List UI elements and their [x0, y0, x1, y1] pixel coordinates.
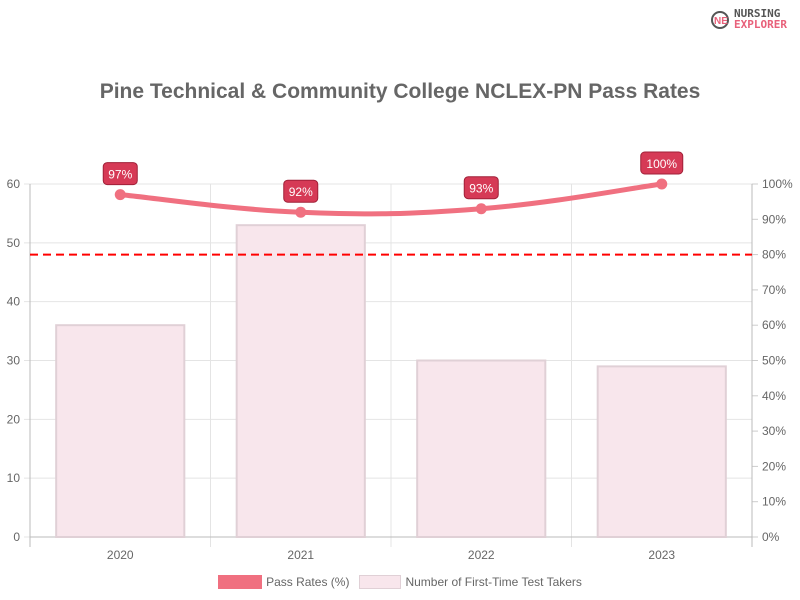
data-label-box [640, 151, 684, 175]
pass-rate-line [120, 181, 663, 217]
legend: Pass Rates (%) Number of First-Time Test… [0, 575, 800, 589]
y-left-tick-label: 60 [7, 177, 21, 191]
y-left-tick-label: 30 [7, 354, 21, 368]
x-tick-label: 2023 [648, 548, 675, 562]
pass-rate-point [114, 189, 126, 201]
legend-label: Number of First-Time Test Takers [405, 575, 582, 589]
y-right-tick-label: 10% [762, 495, 786, 509]
pass-rate-point [656, 178, 668, 190]
y-left-tick-label: 0 [13, 530, 20, 544]
y-right-tick-label: 50% [762, 354, 786, 368]
y-right-tick-label: 70% [762, 283, 786, 297]
y-right-tick-label: 20% [762, 459, 786, 473]
x-tick-label: 2021 [287, 548, 314, 562]
logo-line2: EXPLORER [734, 18, 787, 31]
y-right-tick-label: 0% [762, 530, 780, 544]
y-left-tick-label: 50 [7, 236, 21, 250]
data-label: 97% [108, 168, 132, 182]
data-label: 100% [646, 157, 677, 171]
bar-2022 [416, 359, 547, 538]
legend-label: Pass Rates (%) [266, 575, 350, 589]
nursing-explorer-logo: NE NURSING EXPLORER [710, 8, 787, 30]
y-right-tick-label: 80% [762, 248, 786, 262]
data-label-box [283, 179, 319, 203]
pass-rate-point [295, 206, 307, 218]
data-label-box [463, 176, 499, 200]
y-left-tick-label: 20 [7, 412, 21, 426]
legend-item-pass-rates[interactable]: Pass Rates (%) [218, 575, 349, 589]
y-right-tick-label: 90% [762, 212, 786, 226]
x-tick-label: 2022 [468, 548, 495, 562]
bar-2020 [55, 324, 186, 539]
x-tick-label: 2020 [107, 548, 134, 562]
y-left-tick-label: 10 [7, 471, 21, 485]
data-label: 93% [469, 182, 493, 196]
bar-2023 [596, 365, 727, 538]
pass-rate-point [475, 203, 487, 215]
svg-text:NE: NE [714, 16, 728, 27]
bar-2021 [235, 224, 366, 539]
legend-swatch [218, 575, 263, 589]
data-label-box [102, 162, 138, 186]
data-label: 92% [289, 185, 313, 199]
legend-swatch [359, 575, 402, 589]
y-right-tick-label: 30% [762, 424, 786, 438]
logo-line1: NURSING [734, 7, 781, 20]
y-left-tick-label: 40 [7, 295, 21, 309]
y-right-tick-label: 60% [762, 318, 786, 332]
y-right-tick-label: 40% [762, 389, 786, 403]
y-right-tick-label: 100% [762, 177, 793, 191]
legend-item-test-takers[interactable]: Number of First-Time Test Takers [359, 575, 582, 589]
chart-title: Pine Technical & Community College NCLEX… [99, 80, 701, 103]
